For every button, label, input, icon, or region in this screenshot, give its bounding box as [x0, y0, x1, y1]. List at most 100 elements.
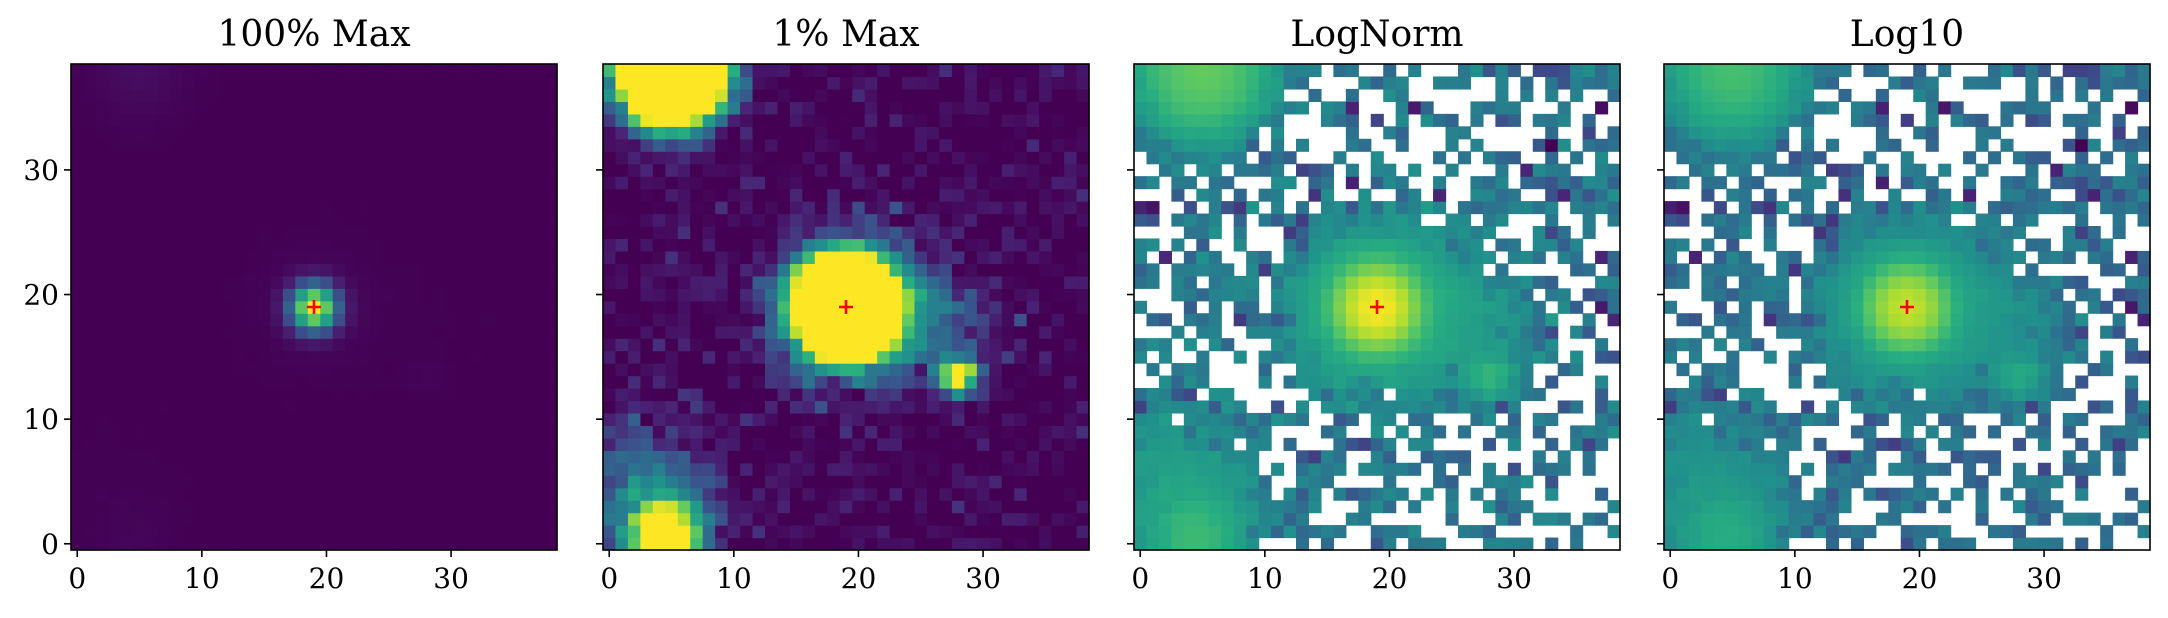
heatmap-cell	[1039, 388, 1053, 402]
heatmap-cell	[1171, 138, 1185, 152]
heatmap-cell	[1051, 288, 1065, 302]
heatmap-cell	[120, 512, 134, 526]
heatmap-cell	[1507, 500, 1521, 514]
y-tick-label: 30	[23, 154, 59, 187]
heatmap-cell	[320, 201, 334, 215]
heatmap-cell	[382, 475, 396, 489]
heatmap-cell	[444, 64, 458, 78]
heatmap-cell	[1146, 412, 1160, 426]
heatmap-cell	[1963, 425, 1977, 439]
heatmap-cell	[989, 288, 1003, 302]
heatmap-cell	[1482, 537, 1496, 551]
heatmap-cell	[889, 188, 903, 202]
heatmap-cell	[270, 525, 284, 539]
heatmap-cell	[827, 226, 841, 240]
heatmap-cell	[827, 213, 841, 227]
heatmap-cell	[976, 400, 990, 414]
heatmap-cell	[927, 363, 941, 377]
heatmap-cell	[95, 388, 109, 402]
heatmap-cell	[370, 213, 384, 227]
heatmap-cell	[927, 300, 941, 314]
heatmap-cell	[1296, 412, 1310, 426]
heatmap-cell	[395, 275, 409, 289]
heatmap-cell	[1445, 126, 1459, 140]
heatmap-cell	[133, 487, 147, 501]
heatmap-cell	[532, 525, 546, 539]
heatmap-cell	[1433, 313, 1447, 327]
heatmap-cell	[1988, 525, 2002, 539]
heatmap-cell	[1258, 263, 1272, 277]
heatmap-cell	[1001, 188, 1015, 202]
heatmap-cell	[407, 375, 421, 389]
heatmap-cell	[1014, 475, 1028, 489]
heatmap-cell	[1146, 487, 1160, 501]
heatmap-cell	[889, 475, 903, 489]
heatmap-cell	[1676, 338, 1690, 352]
heatmap-cell	[332, 263, 346, 277]
heatmap-cell	[2062, 512, 2076, 526]
heatmap-cell	[1545, 64, 1559, 78]
heatmap-cell	[233, 163, 247, 177]
heatmap-cell	[370, 363, 384, 377]
heatmap-cell	[208, 201, 222, 215]
heatmap-cell	[740, 325, 754, 339]
heatmap-cell	[1271, 288, 1285, 302]
heatmap-cell	[1358, 388, 1372, 402]
heatmap-cell	[1607, 288, 1621, 302]
heatmap-cell	[814, 113, 828, 127]
heatmap-cell	[627, 238, 641, 252]
heatmap-cell	[257, 263, 271, 277]
heatmap-cell	[1826, 450, 1840, 464]
heatmap-cell	[2012, 288, 2026, 302]
heatmap-cell	[208, 475, 222, 489]
heatmap-cell	[1171, 76, 1185, 90]
x-tick-label: 0	[600, 562, 618, 595]
heatmap-cell	[345, 437, 359, 451]
heatmap-cell	[83, 126, 97, 140]
heatmap-cell	[702, 338, 716, 352]
heatmap-cell	[1664, 525, 1678, 539]
heatmap-cell	[789, 425, 803, 439]
heatmap-cell	[195, 88, 209, 102]
heatmap-cell	[1826, 512, 1840, 526]
heatmap-cell	[357, 338, 371, 352]
heatmap-cell	[1875, 250, 1889, 264]
heatmap-cell	[1950, 226, 1964, 240]
heatmap-cell	[765, 512, 779, 526]
heatmap-cell	[1838, 363, 1852, 377]
heatmap-cell	[1713, 450, 1727, 464]
heatmap-cell	[1383, 64, 1397, 78]
heatmap-cell	[927, 275, 941, 289]
heatmap-cell	[1813, 412, 1827, 426]
heatmap-cell	[382, 450, 396, 464]
heatmap-cell	[690, 238, 704, 252]
heatmap-cell	[652, 226, 666, 240]
heatmap-cell	[839, 151, 853, 165]
heatmap-cell	[257, 275, 271, 289]
heatmap-cell	[357, 437, 371, 451]
heatmap-cell	[1283, 412, 1297, 426]
heatmap-cell	[494, 188, 508, 202]
heatmap-cell	[2000, 188, 2014, 202]
heatmap-cell	[245, 375, 259, 389]
heatmap-cell	[1738, 263, 1752, 277]
heatmap-cell	[964, 151, 978, 165]
heatmap-cell	[158, 151, 172, 165]
heatmap-cell	[864, 64, 878, 78]
heatmap-cell	[519, 163, 533, 177]
heatmap-cell	[1888, 462, 1902, 476]
heatmap-cell	[270, 437, 284, 451]
heatmap-cell	[1001, 313, 1015, 327]
heatmap-cell	[1370, 462, 1384, 476]
heatmap-cell	[457, 450, 471, 464]
heatmap-cell	[345, 64, 359, 78]
heatmap-cell	[83, 101, 97, 115]
heatmap-cell	[320, 275, 334, 289]
heatmap-cell	[1183, 88, 1197, 102]
heatmap-cell	[1900, 201, 1914, 215]
heatmap-cell	[1495, 537, 1509, 551]
heatmap-cell	[1171, 64, 1185, 78]
heatmap-cell	[652, 400, 666, 414]
heatmap-cell	[889, 213, 903, 227]
heatmap-cell	[395, 388, 409, 402]
